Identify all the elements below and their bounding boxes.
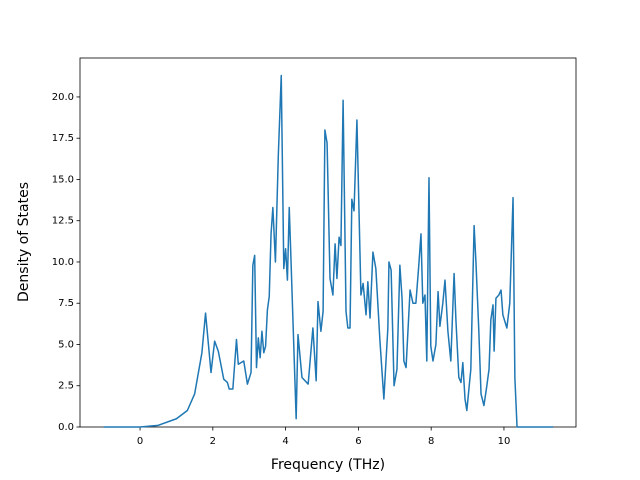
x-tick-label: 2 [210,436,216,447]
plot-frame [79,57,577,428]
line [103,74,554,428]
y-tick-label: 17.5 [52,133,74,144]
y-tick-label: 0.0 [58,422,74,433]
y-tick-label: 5.0 [58,339,74,350]
y-tick-label: 15.0 [52,174,74,185]
x-tick-label: 8 [428,436,434,447]
y-tick-label: 10.0 [52,257,74,268]
y-tick-label: 12.5 [52,216,74,227]
x-tick-label: 0 [137,436,143,447]
x-tick-label: 10 [498,436,511,447]
y-axis-title: Density of States [16,182,32,302]
y-tick-label: 7.5 [58,298,74,309]
y-tick-label: 2.5 [58,381,74,392]
x-tick-label: 6 [355,436,361,447]
y-tick-label: 20.0 [52,92,74,103]
x-axis-title: Frequency (THz) [271,457,385,473]
x-tick-label: 4 [282,436,288,447]
